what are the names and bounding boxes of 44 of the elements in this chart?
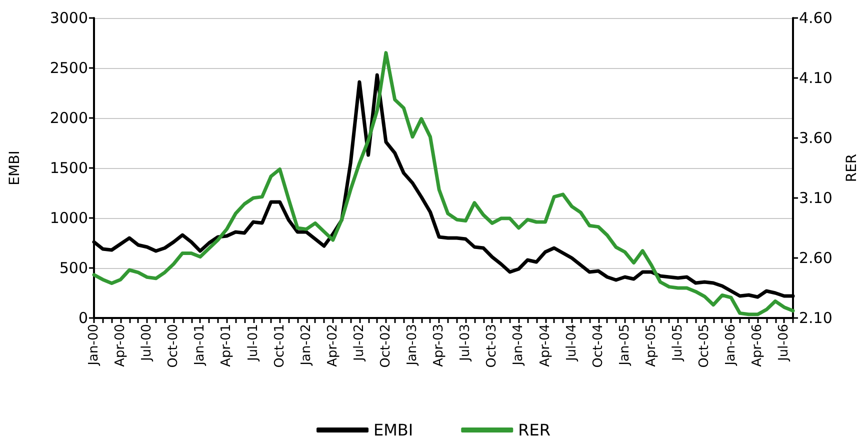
legend-label: EMBI	[374, 420, 414, 440]
x-tick-label: Jul-05	[670, 324, 686, 362]
x-tick-label: Apr-05	[644, 324, 659, 367]
y2-tick-label: 4.60	[799, 9, 832, 27]
y2-tick-label: 4.10	[799, 69, 832, 87]
y-tick-label: 1500	[50, 159, 88, 177]
x-tick-label: Jan-03	[405, 324, 420, 366]
y-tick-label: 0	[78, 309, 88, 327]
x-tick-label: Oct-00	[166, 324, 182, 368]
y-tick-label: 2000	[50, 109, 88, 127]
x-tick-label: Jan-05	[617, 324, 632, 366]
y-tick-label: 3000	[50, 9, 88, 27]
x-tick-label: Jul-00	[140, 324, 155, 362]
x-tick-label: Jul-02	[352, 324, 367, 362]
y-tick-label: 1000	[50, 209, 88, 227]
x-tick-label: Apr-06	[750, 324, 766, 367]
y2-tick-label: 2.10	[799, 309, 832, 327]
x-tick-label: Oct-05	[697, 324, 712, 368]
x-tick-label: Apr-00	[113, 324, 128, 367]
x-tick-label: Oct-02	[378, 324, 394, 368]
x-tick-label: Apr-04	[538, 324, 553, 367]
y-tick-label: 500	[59, 259, 88, 277]
x-tick-label: Jul-03	[458, 324, 474, 362]
legend-label: RER	[518, 420, 550, 440]
x-tick-label: Jan-00	[86, 324, 102, 366]
x-tick-label: Jul-06	[776, 324, 792, 362]
x-tick-label: Jan-01	[192, 324, 208, 366]
x-tick-label: Jul-01	[246, 324, 261, 362]
x-tick-label: Oct-03	[484, 324, 500, 368]
y2-axis-title: RER	[844, 154, 860, 182]
x-tick-label: Jan-02	[298, 324, 314, 366]
x-tick-label: Jan-06	[724, 324, 739, 366]
y2-tick-label: 3.10	[799, 189, 832, 207]
x-tick-label: Apr-03	[432, 324, 447, 367]
x-tick-label: Oct-01	[272, 324, 288, 368]
x-tick-label: Jul-04	[564, 324, 580, 362]
y2-tick-label: 2.60	[799, 249, 832, 267]
x-tick-label: Apr-02	[325, 324, 340, 367]
y-tick-label: 2500	[50, 59, 88, 77]
x-tick-label: Oct-04	[590, 324, 606, 368]
y2-tick-label: 3.60	[799, 129, 832, 147]
x-tick-label: Jan-04	[511, 324, 526, 366]
y-axis-title: EMBI	[7, 150, 23, 186]
x-tick-label: Apr-01	[219, 324, 234, 367]
